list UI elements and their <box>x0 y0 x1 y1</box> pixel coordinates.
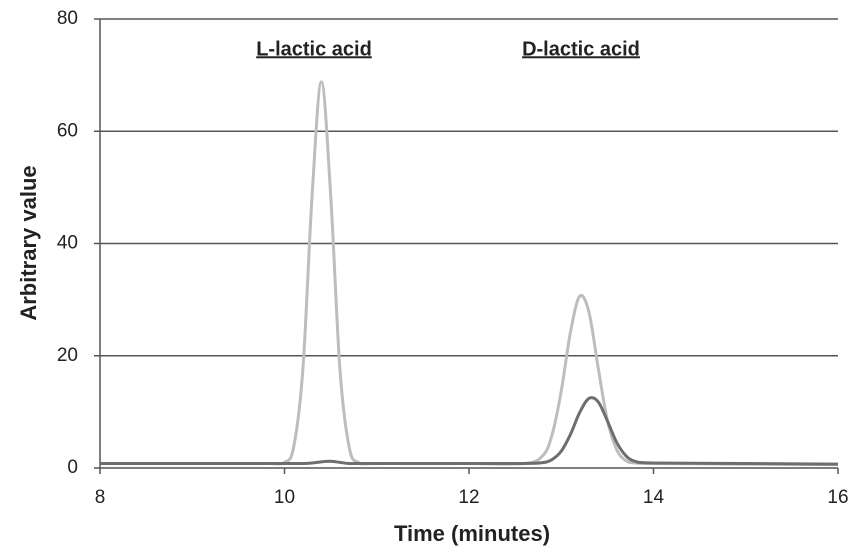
y-tick-label: 20 <box>57 345 78 366</box>
x-tick-label: 14 <box>643 487 665 508</box>
x-tick-label: 16 <box>827 487 848 508</box>
x-tick-label: 10 <box>274 487 295 508</box>
annotation: L-lactic acid <box>256 38 372 60</box>
x-tick-label: 8 <box>95 487 106 508</box>
x-axis-title: Time (minutes) <box>394 521 550 546</box>
annotation: D-lactic acid <box>522 38 640 60</box>
y-tick-label: 0 <box>67 457 78 478</box>
y-tick-label: 40 <box>57 233 78 254</box>
series-line <box>100 80 839 467</box>
y-tick-label: 80 <box>57 8 78 29</box>
x-tick-label: 12 <box>458 487 479 508</box>
series-line <box>100 396 839 466</box>
y-tick-label: 60 <box>57 120 78 141</box>
y-axis-title: Arbitrary value <box>16 165 41 320</box>
